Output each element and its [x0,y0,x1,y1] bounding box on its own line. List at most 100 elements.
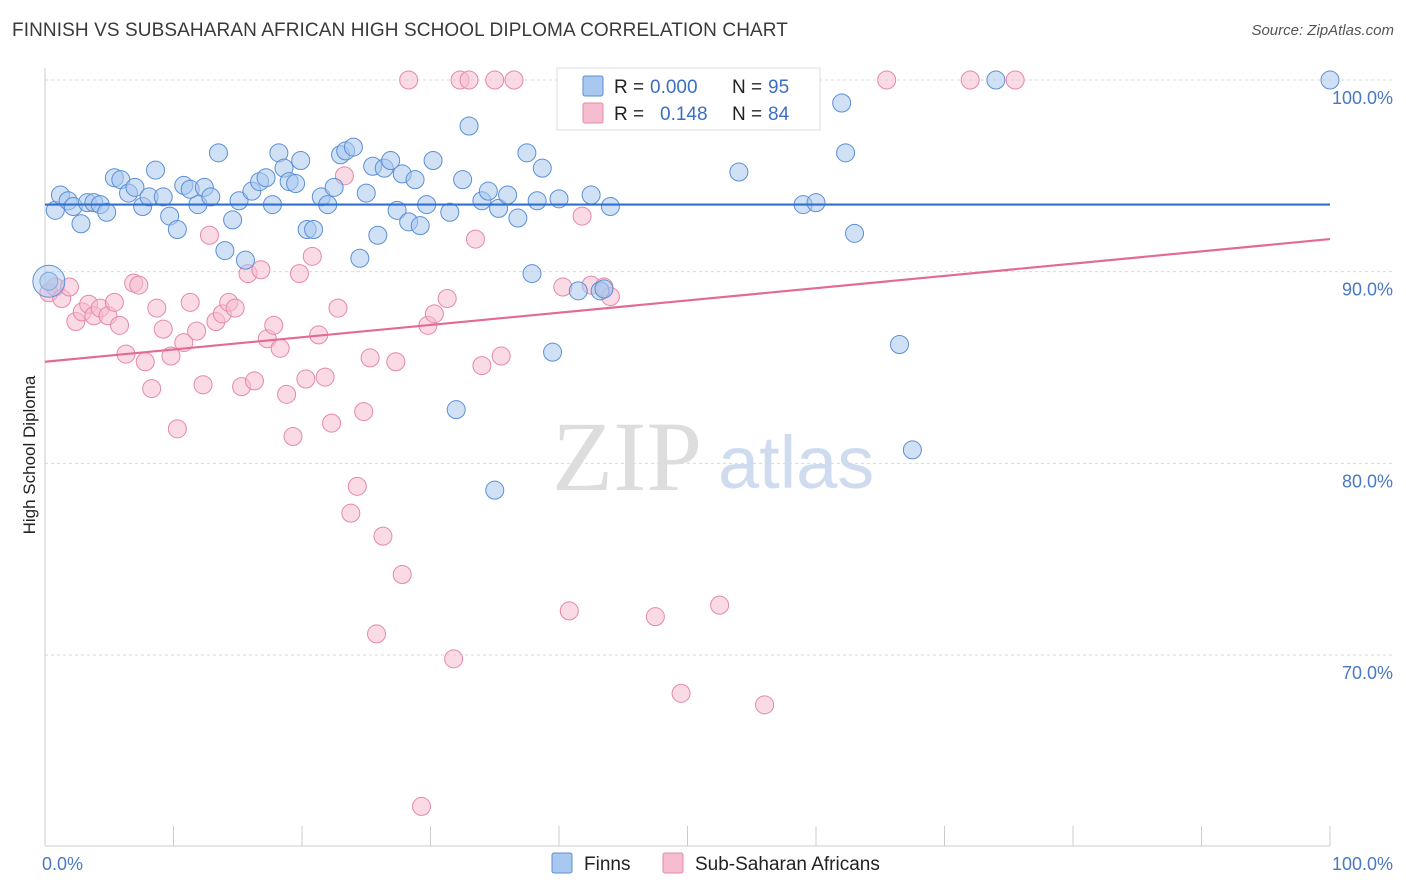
africans-point [129,275,149,295]
x-tick-label: 0.0% [42,854,83,874]
finns-point [600,197,620,216]
correlation-legend: R = 0.000 N = 95 R = 0.148 N = 84 [556,67,821,131]
series-finns [32,70,1340,500]
africans-point [354,402,374,422]
y-tick-label: 70.0% [1342,663,1393,683]
finns-point [446,400,466,420]
africans-point [386,352,406,372]
africans-point [755,695,775,715]
finns-point [405,170,425,190]
africans-point [264,315,284,335]
legend-r-label-africans: R = [614,104,644,125]
africans-point [180,292,200,312]
legend-r-value-africans: 0.148 [660,104,708,125]
trend-line-africans [44,237,1331,363]
legend-n-label-finns: N = [732,77,762,98]
africans-point [161,346,181,366]
africans-point [485,70,505,90]
bottom-legend-finns: Finns [584,854,630,875]
finns-point [568,281,588,301]
africans-point [645,607,665,627]
finns-point [350,248,370,268]
africans-point [296,369,316,389]
bottom-legend-swatch-finns [551,852,573,874]
africans-point [104,292,124,312]
finns-point [806,193,826,213]
bottom-legend-africans: Sub-Saharan Africans [695,854,880,875]
finns-point [986,70,1006,90]
finns-point [508,208,528,228]
y-axis-title: High School Diploma [20,375,39,534]
africans-point [472,356,492,376]
finns-point [478,181,498,201]
finns-point [125,177,145,197]
gridlines [45,79,1392,656]
source-label: Source: ZipAtlas.com [1251,22,1394,39]
finns-point [845,223,865,243]
finns-point [729,162,749,182]
finns-point [71,214,91,234]
y-tick-label: 100.0% [1332,88,1393,108]
africans-point [199,225,219,245]
africans-point [153,319,173,339]
legend-swatch-africans [582,102,604,124]
finns-point [356,183,376,203]
finns-point [549,189,569,209]
finns-point [527,191,547,211]
africans-point [193,375,213,395]
finns-point [453,170,473,190]
africans-point [504,70,524,90]
africans-point [251,260,271,280]
finns-point [581,185,601,205]
africans-point [277,384,297,404]
africans-point [135,352,155,372]
finns-point [890,335,910,354]
finns-point [286,174,306,193]
finns-point [832,93,852,113]
finns-point [201,187,221,207]
finns-point [522,264,542,284]
africans-point [399,70,419,90]
finns-point [498,185,518,205]
finns-point [485,480,505,500]
africans-point [289,264,309,284]
africans-point [360,348,380,368]
finns-point [39,271,59,291]
finns-point [304,220,324,239]
x-tick-labels: 0.0% 100.0% [42,854,1393,874]
africans-point [110,315,130,335]
finns-point [32,264,66,298]
africans-point [341,503,361,523]
finns-point [324,177,344,197]
finns-point [410,216,430,236]
africans-point [572,206,592,226]
africans-point [437,289,457,308]
finns-point [381,151,401,170]
legend-n-value-finns: 95 [768,77,789,98]
africans-point [347,476,367,496]
africans-point [424,304,444,324]
finns-point [387,200,407,220]
finns-point [543,342,563,362]
finns-point [532,158,552,178]
africans-point [244,371,264,391]
chart-title: FINNISH VS SUBSAHARAN AFRICAN HIGH SCHOO… [12,20,788,41]
series-legend: Finns Sub-Saharan Africans [551,852,880,875]
legend-n-label-africans: N = [732,104,762,125]
legend-r-value-finns: 0.000 [650,77,698,98]
africans-point [491,346,511,366]
finns-point [215,241,235,261]
finns-point [423,151,443,170]
x-tick-label: 100.0% [1332,854,1393,874]
finns-point [594,279,614,299]
watermark-zip: ZIP [552,401,702,512]
africans-point [328,298,348,318]
legend-n-value-africans: 84 [768,104,790,125]
trend-lines [44,203,1331,363]
legend-swatch-finns [582,75,604,97]
africans-point [392,565,412,584]
africans-point [225,298,245,318]
africans-point [412,796,432,816]
watermark-atlas: atlas [718,421,874,504]
